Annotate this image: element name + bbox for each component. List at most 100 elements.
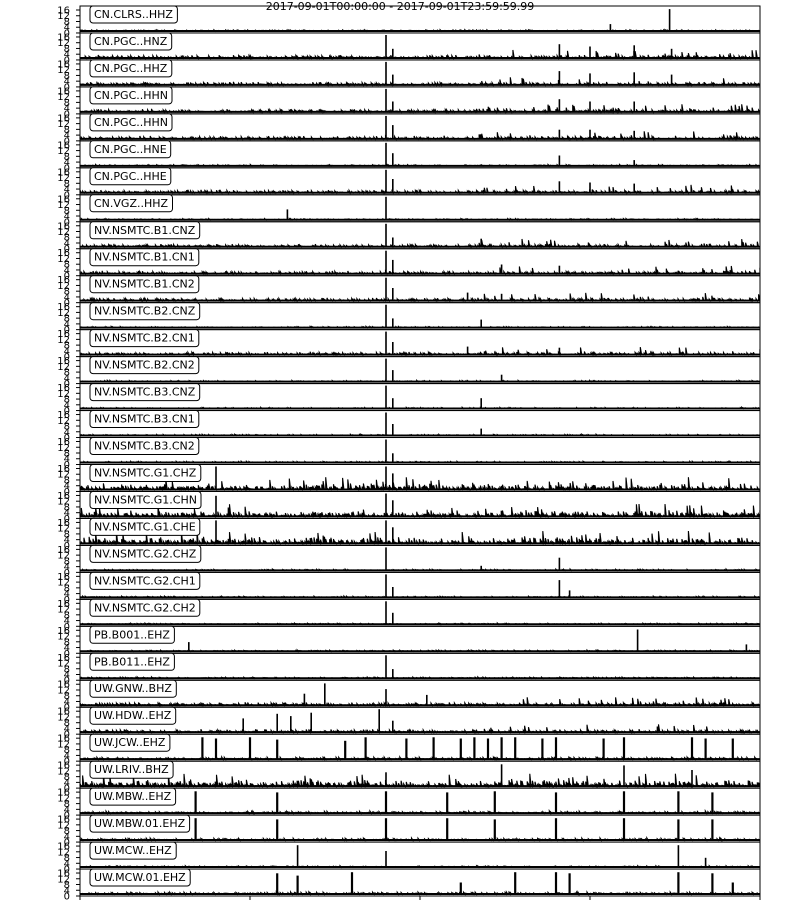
y-tick-label: 16 xyxy=(57,248,70,259)
channel-label: CN.PGC..HHZ xyxy=(89,59,173,78)
trace-spike xyxy=(385,547,387,571)
y-tick-label: 16 xyxy=(57,6,70,17)
y-tick-label: 8 xyxy=(64,799,70,810)
y-tick-label: 4 xyxy=(64,319,70,330)
trace-spike xyxy=(558,99,561,112)
trace-spike xyxy=(290,716,292,733)
y-tick-label: 4 xyxy=(64,859,70,870)
channel-label-box xyxy=(89,356,200,375)
y-tick-label: 8 xyxy=(64,233,70,244)
trace-spike xyxy=(392,318,394,328)
panel-frame xyxy=(79,652,761,681)
y-tick-label: 8 xyxy=(64,556,70,567)
y-tick-label: 12 xyxy=(57,335,70,346)
y-tick-label: 16 xyxy=(57,32,70,43)
y-tick-label: 16 xyxy=(57,491,70,502)
channel-label-box xyxy=(89,275,200,294)
trace-spike xyxy=(500,764,503,787)
trace-spike xyxy=(633,45,635,58)
y-tick-label: 0 xyxy=(64,352,70,363)
trace-spike xyxy=(731,882,734,894)
y-tick-label: 4 xyxy=(64,292,70,303)
channel-label-text: NV.NSMTC.B2.CN1 xyxy=(94,332,195,345)
y-tick-label: 12 xyxy=(57,65,70,76)
trace-spike xyxy=(480,238,482,247)
panel-frame xyxy=(79,113,761,142)
trace-spike xyxy=(622,737,626,760)
y-tick-label: 16 xyxy=(57,59,70,70)
y-tick-label: 4 xyxy=(64,697,70,708)
trace-spike xyxy=(385,412,387,436)
channel-label-box xyxy=(89,733,171,752)
channel-label-text: UW.LRIV..BHZ xyxy=(94,763,169,776)
y-tick-label: 4 xyxy=(64,158,70,169)
channel-label-box xyxy=(89,5,178,24)
trace-spike xyxy=(392,153,394,166)
channel-label-text: CN.PGC..HNZ xyxy=(94,35,168,48)
y-tick-label: 8 xyxy=(64,610,70,621)
y-tick-label: 0 xyxy=(64,703,70,714)
trace-noise xyxy=(79,265,761,276)
y-tick-label: 4 xyxy=(64,670,70,681)
trace-spike xyxy=(194,818,197,840)
y-tick-label: 0 xyxy=(64,892,70,901)
y-tick-label: 12 xyxy=(57,389,70,400)
trace-spike xyxy=(558,580,561,598)
y-tick-label: 0 xyxy=(64,460,70,471)
y-tick-label: 0 xyxy=(64,163,70,174)
channel-label-box xyxy=(89,302,201,321)
channel-label-box xyxy=(89,598,201,617)
y-tick-label: 12 xyxy=(57,766,70,777)
y-tick-label: 0 xyxy=(64,541,70,552)
trace-spike xyxy=(276,873,279,894)
y-tick-label: 8 xyxy=(64,179,70,190)
channel-label-box xyxy=(89,760,174,779)
y-tick-label: 0 xyxy=(64,28,70,39)
channel-label: UW.MBW.01.EHZ xyxy=(89,814,191,833)
trace-spike xyxy=(303,693,306,706)
channel-label-text: UW.JCW..EHZ xyxy=(94,736,166,749)
trace-spike xyxy=(558,71,561,85)
y-tick-label: 4 xyxy=(64,454,70,465)
y-tick-label: 8 xyxy=(64,422,70,433)
channel-label-text: NV.NSMTC.G1.CHN xyxy=(94,493,197,506)
channel-label-box xyxy=(89,679,177,698)
trace-spike xyxy=(392,398,394,409)
trace-spike xyxy=(711,873,714,894)
trace-spike xyxy=(188,642,190,652)
trace-spike xyxy=(711,792,714,814)
y-tick-label: 12 xyxy=(57,173,70,184)
trace-spike xyxy=(466,292,469,301)
y-tick-label: 4 xyxy=(64,265,70,276)
y-tick-label: 4 xyxy=(64,346,70,357)
trace-spike xyxy=(392,720,394,733)
y-tick-label: 16 xyxy=(57,464,70,475)
y-tick-label: 4 xyxy=(64,589,70,600)
channel-label-text: NV.NSMTC.G2.CH2 xyxy=(94,601,196,614)
channel-label: UW.LRIV..BHZ xyxy=(89,760,174,779)
y-tick-label: 4 xyxy=(64,508,70,519)
y-tick-label: 12 xyxy=(57,820,70,831)
trace-spike xyxy=(589,101,591,112)
y-tick-label: 8 xyxy=(64,17,70,28)
y-tick-label: 8 xyxy=(64,71,70,82)
trace-spike xyxy=(493,791,496,814)
trace-spike xyxy=(344,740,347,760)
channel-label-box xyxy=(89,868,191,887)
y-tick-label: 0 xyxy=(64,865,70,876)
trace-spike xyxy=(514,737,517,760)
trace-spike xyxy=(426,694,428,706)
y-tick-label: 8 xyxy=(64,475,70,486)
channel-label-text: UW.MCW.01.EHZ xyxy=(94,871,186,884)
trace-noise xyxy=(79,104,761,114)
channel-label: NV.NSMTC.B2.CN2 xyxy=(89,356,200,375)
y-tick-label: 0 xyxy=(64,784,70,795)
trace-spike xyxy=(392,370,394,382)
y-tick-label: 4 xyxy=(64,481,70,492)
trace-spike xyxy=(554,792,558,814)
y-tick-label: 4 xyxy=(64,643,70,654)
